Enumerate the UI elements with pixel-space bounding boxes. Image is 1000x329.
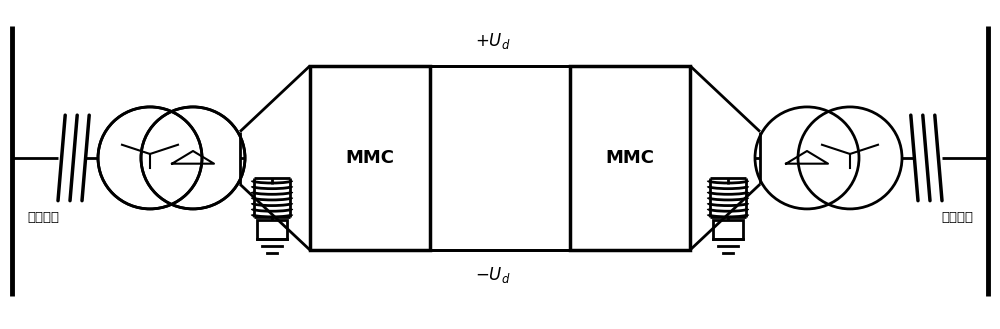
Text: 交流母线: 交流母线 [941, 211, 973, 224]
Ellipse shape [755, 107, 859, 209]
Bar [310, 66, 430, 250]
Text: 交流母线: 交流母线 [27, 211, 59, 224]
Bar [257, 220, 287, 239]
Text: $+U_d$: $+U_d$ [475, 31, 511, 51]
Ellipse shape [798, 107, 902, 209]
Ellipse shape [141, 107, 245, 209]
Text: MMC: MMC [605, 149, 654, 167]
Text: $-U_d$: $-U_d$ [475, 265, 511, 285]
Bar [570, 66, 690, 250]
Text: MMC: MMC [346, 149, 394, 167]
Ellipse shape [98, 107, 202, 209]
Bar [713, 220, 743, 239]
